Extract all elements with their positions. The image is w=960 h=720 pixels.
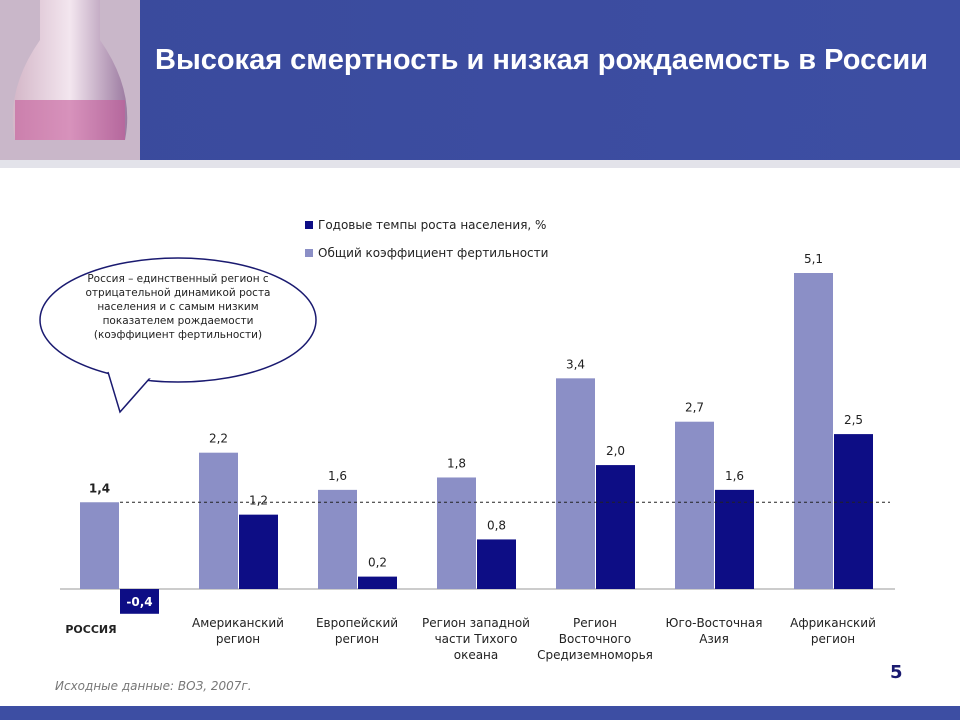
bar bbox=[715, 489, 754, 589]
value-label: 0,2 bbox=[368, 556, 387, 570]
x-tick-label: Европейский регион bbox=[315, 616, 399, 646]
value-label: 2,5 bbox=[844, 413, 863, 427]
bar bbox=[358, 576, 397, 589]
annotation: Россия – единственный регион с отрицател… bbox=[85, 273, 271, 341]
bar bbox=[556, 378, 595, 589]
callout-join bbox=[108, 369, 151, 379]
callout-tail bbox=[107, 371, 151, 414]
footer-band bbox=[0, 706, 960, 720]
value-label: 3,4 bbox=[566, 357, 585, 371]
bar bbox=[675, 421, 714, 589]
bar bbox=[120, 589, 159, 614]
x-tick-label: РОССИЯ bbox=[65, 623, 117, 636]
page-number: 5 bbox=[890, 662, 903, 683]
value-label: 0,8 bbox=[487, 518, 506, 532]
value-label: 1,8 bbox=[447, 456, 466, 470]
value-label: 1,6 bbox=[725, 469, 744, 483]
slide-title: Высокая смертность и низкая рождаемость … bbox=[155, 44, 929, 76]
bar bbox=[199, 452, 238, 589]
x-tick-label: Американский регион bbox=[192, 616, 284, 646]
header-band bbox=[0, 0, 960, 160]
value-label: 5,1 bbox=[804, 252, 823, 266]
bar bbox=[477, 539, 516, 589]
value-label: 1,4 bbox=[89, 481, 110, 495]
bar bbox=[318, 489, 357, 589]
bar bbox=[80, 502, 119, 589]
bar bbox=[437, 477, 476, 589]
source: Исходные данные: ВОЗ, 2007г. bbox=[55, 679, 252, 693]
header-shadow bbox=[0, 160, 960, 168]
legend-label: Годовые темпы роста населения, % bbox=[318, 218, 546, 232]
legend-swatch bbox=[305, 249, 313, 257]
x-tick-label: Регион Восточного Средиземноморья bbox=[537, 616, 653, 662]
bar bbox=[794, 273, 833, 589]
x-tick-label: Африканский регион bbox=[790, 616, 876, 646]
value-label: 2,2 bbox=[209, 432, 228, 446]
value-label: 2,0 bbox=[606, 444, 625, 458]
callout bbox=[39, 257, 317, 383]
x-tick-label: Юго-Восточная Азия bbox=[665, 616, 763, 646]
legend-label: Общий коэффициент фертильности bbox=[318, 246, 548, 260]
legend-swatch bbox=[305, 221, 313, 229]
value-label: 1,2 bbox=[249, 494, 268, 508]
value-label: 1,6 bbox=[328, 469, 347, 483]
bar bbox=[596, 465, 635, 589]
bar bbox=[834, 434, 873, 589]
flask-liquid bbox=[15, 100, 125, 140]
x-tick-label: Регион западной части Тихого океана bbox=[422, 616, 530, 662]
value-label: -0,4 bbox=[126, 595, 152, 609]
bar bbox=[239, 514, 278, 589]
value-label: 2,7 bbox=[685, 401, 704, 415]
